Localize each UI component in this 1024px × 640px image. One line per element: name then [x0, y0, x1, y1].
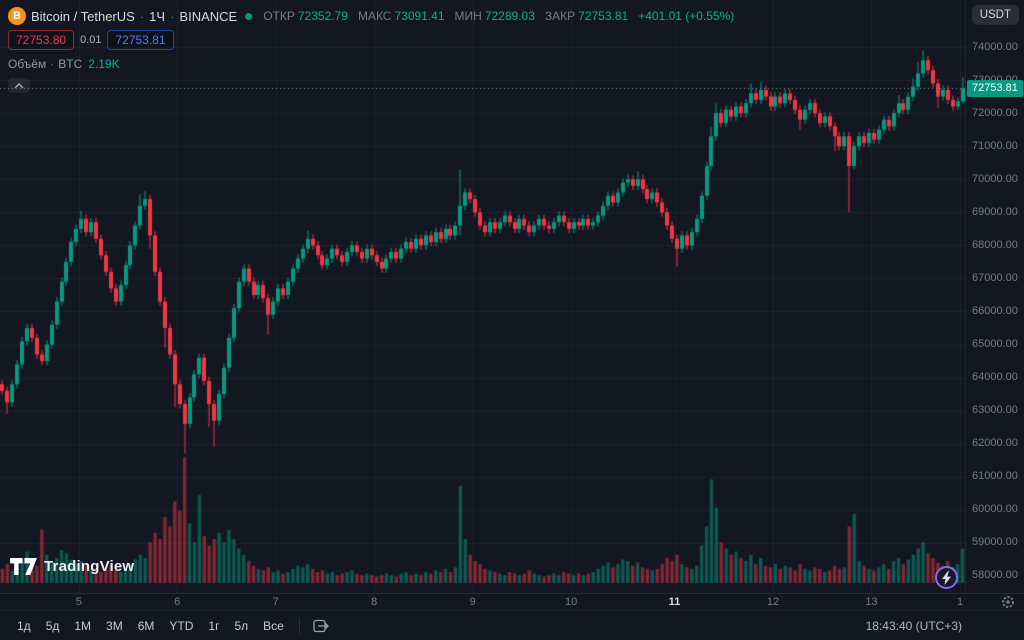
- time-label-11: 11: [668, 596, 681, 608]
- go-to-date-button[interactable]: [308, 617, 335, 635]
- axis-corner: [965, 593, 1024, 610]
- range-button-1г[interactable]: 1г: [201, 615, 226, 637]
- volume-label: Объём: [8, 57, 47, 71]
- time-label-1: 1: [957, 596, 964, 608]
- interval-label[interactable]: 1Ч: [149, 8, 166, 24]
- price-chart-canvas[interactable]: [0, 0, 965, 593]
- ask-price-badge[interactable]: 72753.81: [107, 30, 174, 50]
- separator-dot: ·: [170, 8, 175, 24]
- time-label-13: 13: [865, 596, 878, 608]
- last-price-label: 72753.81: [967, 79, 1023, 97]
- price-axis[interactable]: 72753.81 74000.0073000.0072000.0071000.0…: [965, 0, 1024, 593]
- price-tick: 63000.00: [972, 404, 1018, 417]
- volume-value: 2.19K: [88, 57, 120, 71]
- range-button-YTD[interactable]: YTD: [162, 615, 200, 637]
- ohlc-high: МАКС 73091.41: [357, 9, 445, 23]
- price-tick: 64000.00: [972, 371, 1018, 384]
- range-button-3М[interactable]: 3М: [99, 615, 130, 637]
- range-button-5д[interactable]: 5д: [39, 615, 67, 637]
- price-tick: 65000.00: [972, 338, 1018, 351]
- symbol-title[interactable]: Bitcoin / TetherUS: [31, 8, 135, 24]
- market-status-dot[interactable]: [245, 12, 253, 20]
- price-tick: 68000.00: [972, 238, 1018, 251]
- price-tick: 60000.00: [972, 503, 1018, 516]
- separator-dot: ·: [50, 57, 55, 71]
- range-button-1М[interactable]: 1М: [67, 615, 98, 637]
- chevron-up-icon: [14, 82, 24, 89]
- bottom-toolbar: 1д 5д 1М 3М 6М YTD 1г 5л Все 18:43:40 (UTC+3): [0, 610, 1024, 640]
- bitcoin-icon: B: [8, 7, 26, 25]
- price-tick: 72000.00: [972, 106, 1018, 119]
- price-tick: 62000.00: [972, 437, 1018, 450]
- range-button-6М[interactable]: 6М: [131, 615, 162, 637]
- symbol-row: B Bitcoin / TetherUS · 1Ч · BINANCE ОТКР…: [8, 7, 734, 25]
- price-tick: 66000.00: [972, 304, 1018, 317]
- currency-toggle-button[interactable]: USDT: [971, 5, 1019, 25]
- time-label-5: 5: [75, 596, 82, 608]
- axis-settings-icon[interactable]: [1001, 595, 1015, 609]
- timezone-clock-button[interactable]: 18:43:40 (UTC+3): [860, 618, 968, 634]
- ohlc-close: ЗАКР 72753.81: [544, 9, 629, 23]
- change-value: +401.01 (+0.55%): [638, 9, 735, 23]
- spread-value: 0.01: [80, 34, 102, 46]
- chart-legend: B Bitcoin / TetherUS · 1Ч · BINANCE ОТКР…: [8, 7, 734, 93]
- range-button-5л[interactable]: 5л: [227, 615, 255, 637]
- price-tick: 71000.00: [972, 139, 1018, 152]
- time-axis[interactable]: 5 6 7 8 9 10 11 12 13 1: [0, 593, 965, 611]
- time-label-10: 10: [564, 596, 578, 608]
- volume-row: Объём · BTC 2.19K: [8, 57, 734, 71]
- lightning-icon: [941, 570, 951, 585]
- price-tick: 70000.00: [972, 172, 1018, 185]
- time-label-7: 7: [272, 596, 279, 608]
- time-label-9: 9: [469, 596, 476, 608]
- range-button-Все[interactable]: Все: [256, 615, 291, 637]
- price-tick: 69000.00: [972, 205, 1018, 218]
- time-label-8: 8: [371, 596, 378, 608]
- calendar-arrow-icon: [313, 619, 329, 632]
- toolbar-divider: [298, 617, 300, 634]
- range-button-1д[interactable]: 1д: [10, 615, 38, 637]
- tradingview-logo-text: TradingView: [44, 558, 135, 575]
- bid-ask-row: 72753.80 0.01 72753.81: [8, 30, 734, 50]
- bid-price-badge[interactable]: 72753.80: [8, 30, 75, 50]
- price-tick: 59000.00: [972, 536, 1018, 549]
- price-tick: 67000.00: [972, 271, 1018, 284]
- ohlc-low: МИН 72289.03: [454, 9, 535, 23]
- ohlc-open: ОТКР 72352.79: [263, 9, 348, 23]
- tradingview-logo-icon: [10, 558, 37, 575]
- separator-dot: ·: [139, 8, 145, 24]
- tradingview-logo[interactable]: TradingView: [10, 558, 134, 575]
- time-label-6: 6: [174, 596, 181, 608]
- time-label-12: 12: [766, 596, 780, 608]
- boost-button[interactable]: [935, 566, 958, 589]
- range-buttons: 1д 5д 1М 3М 6М YTD 1г 5л Все: [10, 615, 291, 637]
- price-tick: 61000.00: [972, 470, 1018, 483]
- price-tick: 58000.00: [972, 569, 1018, 582]
- exchange-label[interactable]: BINANCE: [179, 8, 238, 24]
- legend-collapse-button[interactable]: [8, 78, 30, 93]
- volume-unit: BTC: [58, 57, 83, 71]
- price-tick: 74000.00: [972, 40, 1018, 53]
